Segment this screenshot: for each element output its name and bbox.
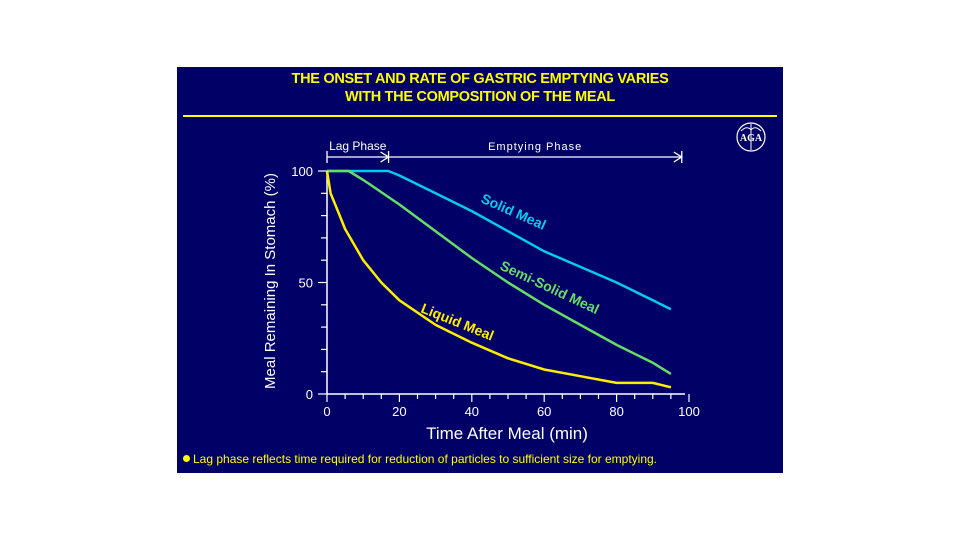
x-tick-label: 40	[465, 404, 479, 419]
x-tick-label: 80	[609, 404, 623, 419]
x-tick-label: 0	[323, 404, 330, 419]
x-tick-label: 20	[392, 404, 406, 419]
slide: THE ONSET AND RATE OF GASTRIC EMPTYING V…	[177, 67, 783, 473]
x-axis-label: Time After Meal (min)	[426, 424, 588, 443]
slide-title-line-1: THE ONSET AND RATE OF GASTRIC EMPTYING V…	[291, 71, 669, 87]
gastric-emptying-chart: AGA 0 50 100 0 20 40 60 80 100 Lag Phase Emptyin…	[262, 122, 766, 443]
slide-title-line-2: WITH THE COMPOSITION OF THE MEAL	[345, 89, 615, 105]
title-divider	[183, 115, 777, 117]
y-tick-label: 50	[299, 276, 313, 291]
x-tick-label: 60	[537, 404, 551, 419]
y-axis-label: Meal Remaining In Stomach (%)	[262, 173, 279, 389]
semi-solid-meal-line	[327, 169, 672, 375]
solid-meal-label: Solid Meal	[479, 190, 549, 233]
footnote: Lag phase reflects time required for red…	[183, 452, 657, 466]
lag-phase-label: Lag Phase	[329, 139, 387, 153]
y-tick-label: 0	[306, 387, 313, 402]
aga-logo-text: AGA	[740, 133, 763, 144]
x-tick-label: 100	[678, 404, 700, 419]
emptying-phase-label: Emptying Phase	[488, 141, 582, 153]
solid-meal-line	[327, 169, 672, 311]
footnote-text: Lag phase reflects time required for red…	[193, 452, 658, 466]
y-tick-label: 100	[291, 164, 313, 179]
liquid-meal-line	[325, 170, 672, 389]
bullet-icon	[183, 455, 190, 462]
aga-logo-icon: AGA	[736, 122, 766, 152]
